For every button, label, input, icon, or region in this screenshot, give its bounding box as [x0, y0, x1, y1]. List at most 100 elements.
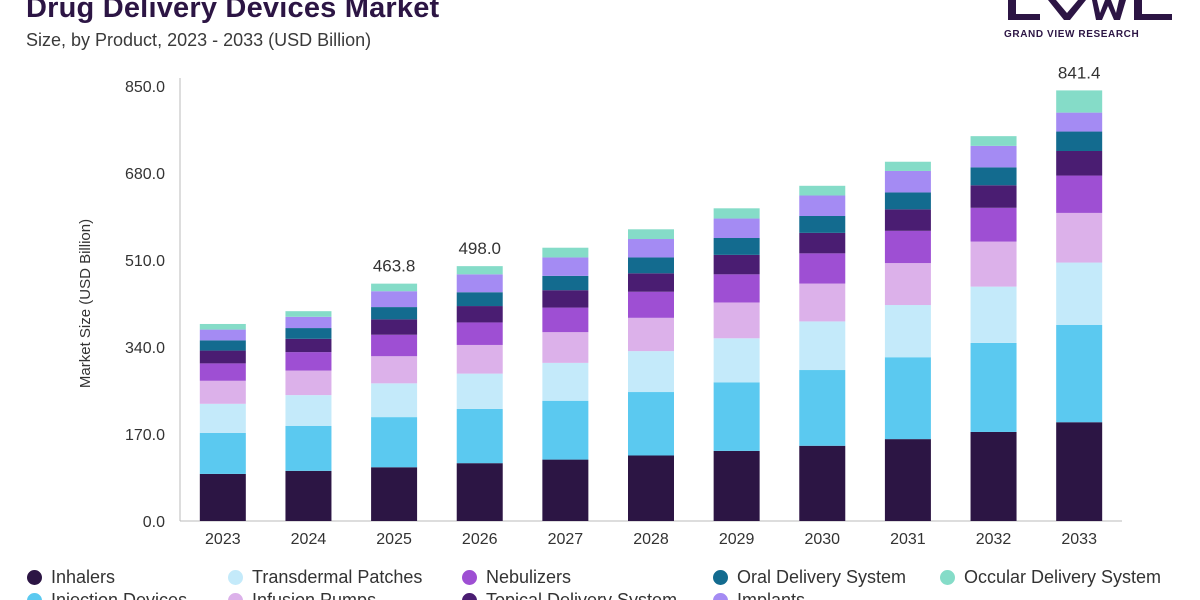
bar-segment-injection-devices-2032: [970, 342, 1017, 432]
bar-segment-occular-delivery-system-2031: [884, 161, 931, 171]
bar-segment-nebulizers-2026: [456, 322, 503, 345]
bar-segment-infusion-pumps-2025: [371, 356, 418, 384]
bar-segment-injection-devices-2025: [371, 417, 418, 468]
bar-segment-infusion-pumps-2033: [1056, 212, 1103, 263]
bar-segment-injection-devices-2031: [884, 357, 931, 440]
bar-segment-inhalers-2023: [199, 473, 246, 521]
bar-segment-inhalers-2031: [884, 439, 931, 521]
bar-segment-inhalers-2032: [970, 431, 1017, 521]
bar-total-label: 498.0: [458, 239, 501, 258]
y-tick-label: 850.0: [125, 79, 165, 96]
grand-view-research-logo: [1008, 0, 1172, 20]
y-tick-label: 0.0: [143, 514, 165, 531]
x-tick-label: 2031: [890, 531, 926, 548]
bar-segment-infusion-pumps-2024: [285, 370, 332, 396]
bar-segment-transdermal-patches-2033: [1056, 262, 1103, 325]
bar-segment-injection-devices-2030: [799, 370, 846, 446]
bar-segment-transdermal-patches-2028: [628, 351, 674, 393]
bar-segment-inhalers-2029: [713, 450, 760, 521]
bar-segment-nebulizers-2032: [970, 207, 1017, 242]
bar-segment-oral-delivery-system-2032: [970, 167, 1017, 186]
bar-segment-implants-2025: [371, 291, 418, 308]
bar-segment-infusion-pumps-2027: [542, 332, 589, 363]
bar-segment-nebulizers-2033: [1056, 175, 1103, 213]
bar-segment-implants-2028: [628, 239, 674, 258]
bar-segment-implants-2023: [199, 329, 246, 341]
bar-segment-occular-delivery-system-2028: [628, 229, 674, 240]
x-tick-label: 2033: [1061, 531, 1097, 548]
bar-segment-inhalers-2025: [371, 467, 418, 521]
logo-text: GRAND VIEW RESEARCH: [1004, 29, 1140, 40]
bar-segment-nebulizers-2023: [199, 363, 246, 381]
bar-segment-injection-devices-2023: [199, 432, 246, 474]
bar-total-label: 841.4: [1058, 63, 1101, 82]
bar-segment-occular-delivery-system-2029: [713, 208, 760, 219]
chart-title: Drug Delivery Devices Market: [26, 0, 440, 24]
bar-segment-oral-delivery-system-2025: [371, 307, 418, 320]
bar-segment-implants-2030: [799, 195, 846, 216]
x-tick-label: 2027: [548, 531, 584, 548]
x-tick-label: 2023: [205, 531, 241, 548]
bar-segment-nebulizers-2027: [542, 307, 589, 333]
bar-segment-transdermal-patches-2026: [456, 373, 503, 409]
y-tick-label: 510.0: [125, 253, 165, 270]
bar-segment-oral-delivery-system-2026: [456, 292, 503, 307]
x-tick-label: 2029: [719, 531, 755, 548]
bar-segment-topical-delivery-system-2030: [799, 232, 846, 254]
x-tick-label: 2030: [804, 531, 840, 548]
bar-total-label: 463.8: [373, 257, 416, 276]
x-tick-label: 2026: [462, 531, 498, 548]
bar-segment-occular-delivery-system-2025: [371, 283, 418, 292]
bar-segment-injection-devices-2029: [713, 382, 760, 451]
y-axis-title: Market Size (USD Billion): [77, 219, 94, 388]
bar-segment-inhalers-2024: [285, 470, 332, 521]
bar-segment-transdermal-patches-2027: [542, 362, 589, 401]
bar-segment-injection-devices-2033: [1056, 324, 1103, 423]
bar-segment-inhalers-2027: [542, 459, 589, 521]
bar-segment-infusion-pumps-2029: [713, 302, 760, 339]
bar-segment-transdermal-patches-2031: [884, 305, 931, 358]
bar-segment-oral-delivery-system-2033: [1056, 131, 1103, 151]
bar-segment-injection-devices-2027: [542, 400, 589, 460]
x-tick-label: 2028: [633, 531, 669, 548]
y-tick-label: 170.0: [125, 427, 165, 444]
bar-segment-transdermal-patches-2024: [285, 395, 332, 426]
bar-segment-transdermal-patches-2030: [799, 321, 846, 371]
bar-segment-transdermal-patches-2023: [199, 403, 246, 433]
y-tick-label: 680.0: [125, 166, 165, 183]
chart-subtitle: Size, by Product, 2023 - 2033 (USD Billi…: [26, 30, 372, 50]
y-tick-label: 340.0: [125, 340, 165, 357]
bar-segment-transdermal-patches-2029: [713, 338, 760, 383]
bar-segment-nebulizers-2028: [628, 291, 674, 318]
bar-segment-topical-delivery-system-2029: [713, 254, 760, 275]
x-tick-label: 2032: [976, 531, 1012, 548]
bar-segment-topical-delivery-system-2033: [1056, 150, 1103, 176]
bar-segment-topical-delivery-system-2027: [542, 290, 589, 308]
bar-segment-topical-delivery-system-2032: [970, 185, 1017, 208]
bar-segment-injection-devices-2024: [285, 425, 332, 471]
bar-segment-implants-2026: [456, 274, 503, 293]
bar-segment-occular-delivery-system-2030: [799, 185, 846, 196]
bar-segment-inhalers-2030: [799, 445, 846, 521]
bar-segment-nebulizers-2029: [713, 274, 760, 303]
bar-segment-oral-delivery-system-2027: [542, 275, 589, 291]
bar-segment-implants-2033: [1056, 112, 1103, 132]
bar-segment-topical-delivery-system-2028: [628, 273, 674, 292]
bar-segment-injection-devices-2028: [628, 392, 674, 456]
bar-segment-oral-delivery-system-2023: [199, 340, 246, 351]
bar-segment-occular-delivery-system-2033: [1056, 90, 1103, 113]
bar-segment-nebulizers-2031: [884, 230, 931, 264]
bar-segment-occular-delivery-system-2026: [456, 266, 503, 275]
x-tick-label: 2024: [291, 531, 327, 548]
bar-segment-inhalers-2026: [456, 463, 503, 521]
bar-segment-nebulizers-2030: [799, 253, 846, 284]
bar-segment-infusion-pumps-2028: [628, 317, 674, 352]
bar-segment-implants-2029: [713, 218, 760, 238]
bar-segment-nebulizers-2024: [285, 352, 332, 371]
bar-segment-oral-delivery-system-2031: [884, 192, 931, 210]
bar-segment-injection-devices-2026: [456, 408, 503, 464]
bar-segment-implants-2032: [970, 145, 1017, 168]
bar-segment-infusion-pumps-2023: [199, 380, 246, 404]
bar-segment-infusion-pumps-2031: [884, 263, 931, 306]
